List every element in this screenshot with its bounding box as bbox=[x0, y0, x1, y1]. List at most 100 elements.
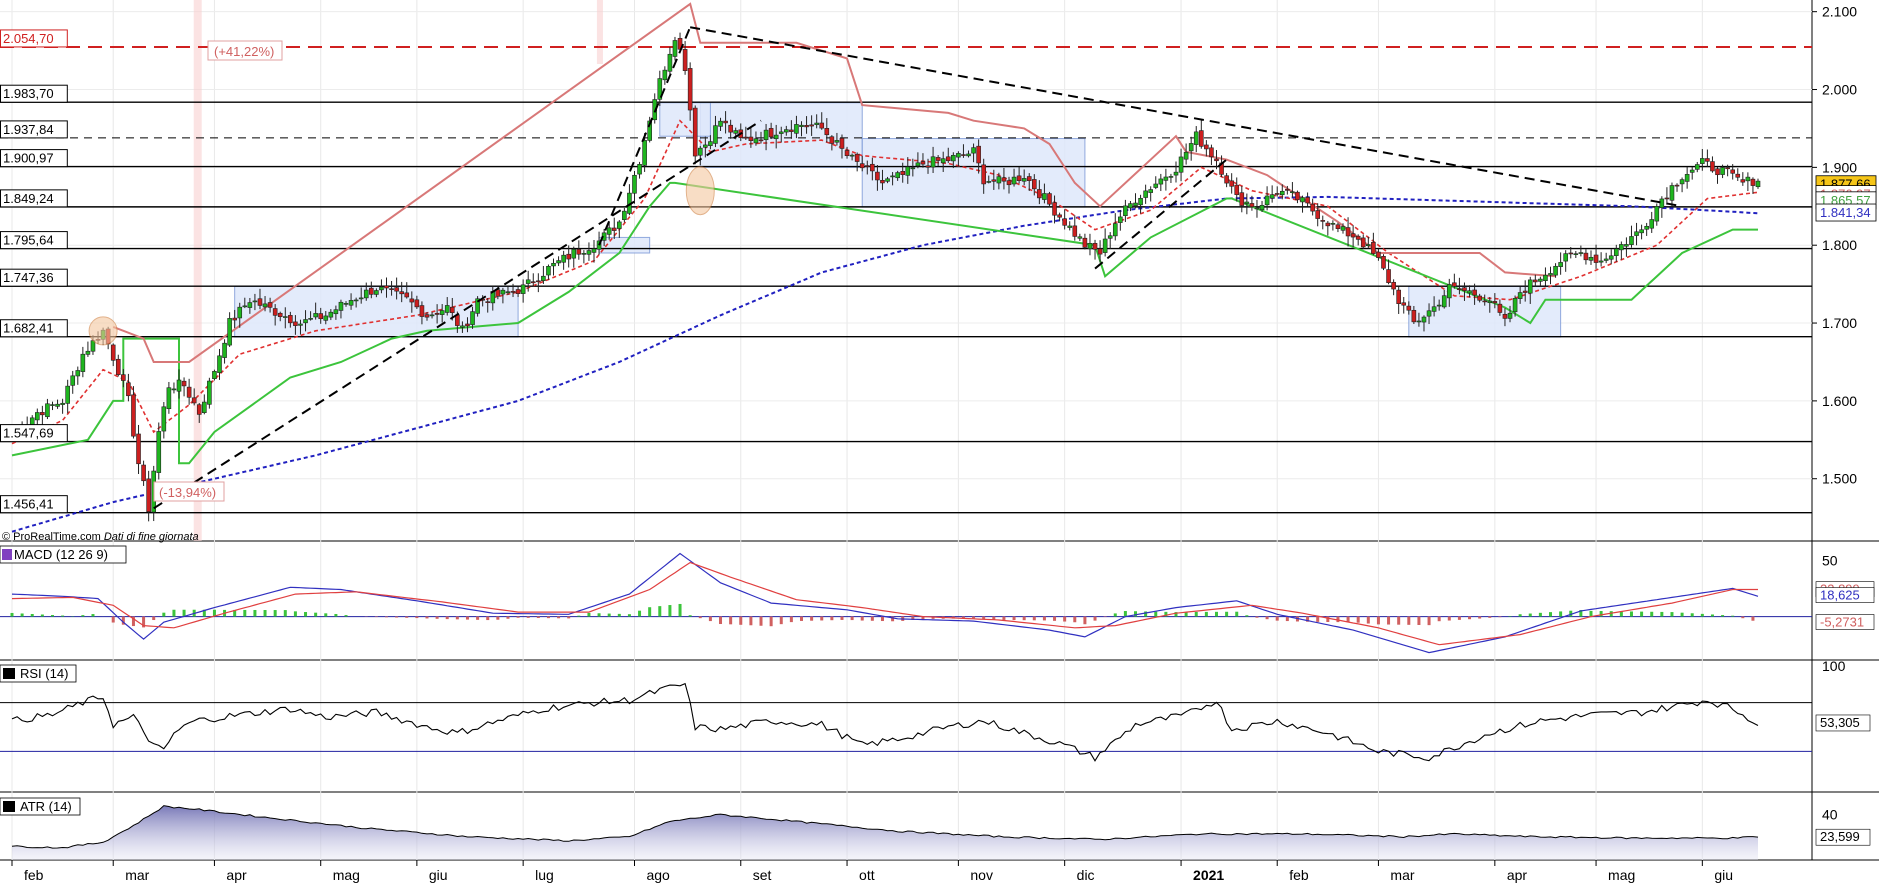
candle-body bbox=[1705, 158, 1710, 162]
macd-histogram-bar bbox=[617, 613, 621, 617]
macd-histogram-bar bbox=[1336, 616, 1340, 623]
candle-body bbox=[1168, 176, 1174, 178]
level-label-box bbox=[0, 231, 68, 250]
macd-histogram-bar bbox=[121, 616, 125, 625]
atr-line bbox=[11, 805, 1759, 849]
candle-body bbox=[1436, 304, 1442, 307]
macd-histogram-bar bbox=[1397, 616, 1401, 625]
macd-value-label: -5,2731 bbox=[1820, 615, 1864, 630]
atr-title-box bbox=[0, 797, 81, 816]
macd-histogram-bar bbox=[1417, 616, 1421, 625]
macd-histogram-bar bbox=[1660, 611, 1664, 617]
candle-body bbox=[1153, 183, 1159, 188]
month-label: feb bbox=[1289, 867, 1309, 883]
candle-body bbox=[875, 171, 880, 181]
candle-body bbox=[945, 156, 951, 162]
candle-body bbox=[1239, 192, 1245, 206]
candle-body bbox=[778, 131, 784, 134]
macd-histogram-bar bbox=[283, 610, 287, 617]
candle-body bbox=[1517, 292, 1523, 299]
time-axis: feb mar apr mag giu lug ago set ott nov dic 2021 feb… bbox=[11, 860, 1733, 883]
macd-histogram-bar bbox=[597, 613, 601, 617]
main-panel bbox=[0, 0, 1879, 861]
macd-line bbox=[11, 552, 1759, 654]
macd-histogram-bar bbox=[1549, 612, 1553, 617]
candle-body bbox=[1026, 176, 1032, 181]
candle-body bbox=[449, 306, 455, 313]
macd-histogram-bar bbox=[1710, 614, 1714, 617]
candle-body bbox=[804, 125, 809, 128]
candle-body bbox=[1720, 167, 1725, 175]
price-tag bbox=[1815, 203, 1877, 222]
candle-body bbox=[328, 311, 334, 318]
candle-body bbox=[353, 299, 359, 302]
candle-body bbox=[1386, 269, 1391, 283]
macd-histogram-bar bbox=[293, 611, 297, 617]
candle-body bbox=[1629, 236, 1634, 245]
month-label: mag bbox=[333, 867, 360, 883]
macd-histogram-bar bbox=[233, 609, 237, 617]
macd-histogram-bar bbox=[1437, 616, 1441, 622]
macd-histogram-bar bbox=[1518, 614, 1522, 617]
macd-histogram-bar bbox=[111, 616, 115, 623]
candle-body bbox=[358, 297, 364, 300]
candle-body bbox=[1467, 290, 1472, 294]
price-axis: 1.5001.6001.7001.8001.9002.0002.1001.877… bbox=[1812, 4, 1877, 487]
trendline-uptrend-long bbox=[153, 119, 762, 510]
macd-histogram-bar bbox=[658, 606, 662, 617]
candle-body bbox=[131, 394, 136, 437]
candle-body bbox=[1573, 253, 1579, 255]
candle-body bbox=[75, 370, 81, 377]
month-label: dic bbox=[1077, 867, 1095, 883]
candle-body bbox=[976, 145, 981, 164]
level-label: 1.747,36 bbox=[3, 270, 54, 285]
macd-histogram-bar bbox=[1721, 615, 1725, 617]
level-label-box bbox=[0, 189, 68, 208]
macd-histogram-bar bbox=[708, 616, 712, 622]
macd-histogram-bar bbox=[324, 613, 328, 617]
candle-body bbox=[374, 290, 379, 295]
candle-body bbox=[718, 120, 723, 127]
macd-histogram-bar bbox=[627, 614, 631, 617]
candle-body bbox=[1052, 202, 1057, 216]
macd-histogram-bar bbox=[1690, 613, 1694, 617]
candle-body bbox=[1335, 224, 1341, 229]
candle-body bbox=[672, 40, 678, 57]
candle-body bbox=[1249, 203, 1255, 208]
macd-histogram-bar bbox=[1478, 616, 1482, 619]
candle-body bbox=[961, 154, 966, 156]
candle-body bbox=[318, 313, 324, 320]
candle-body bbox=[141, 464, 146, 482]
candle-body bbox=[166, 387, 172, 410]
macd-histogram-bar bbox=[405, 616, 409, 618]
atr-area bbox=[12, 805, 1758, 860]
macd-histogram-bar bbox=[820, 616, 824, 621]
macd-histogram-bar bbox=[1741, 616, 1745, 619]
candle-body bbox=[1138, 197, 1143, 206]
macd-histogram-bar bbox=[1073, 616, 1077, 623]
macd-histogram-bar bbox=[870, 616, 874, 621]
macd-histogram-bar bbox=[81, 615, 85, 617]
macd-histogram-bar bbox=[50, 615, 54, 617]
candle-body bbox=[834, 140, 840, 143]
candle-body bbox=[763, 129, 769, 141]
candle-body bbox=[1730, 169, 1735, 174]
macd-tick-label: 50 bbox=[1822, 552, 1838, 568]
macd-histogram-bar bbox=[749, 616, 753, 626]
month-label: giu bbox=[1714, 867, 1733, 883]
atr-tick-label: 40 bbox=[1822, 807, 1838, 823]
candle-body bbox=[864, 165, 870, 167]
macd-histogram-bar bbox=[1538, 612, 1542, 617]
macd-histogram-bar bbox=[202, 609, 206, 617]
candle-body bbox=[713, 125, 718, 144]
candle-body bbox=[308, 318, 313, 320]
candle-body bbox=[1107, 235, 1113, 239]
candle-body bbox=[1285, 189, 1290, 191]
candle-body bbox=[1178, 156, 1184, 173]
candle-body bbox=[925, 165, 931, 168]
candle-body bbox=[1406, 305, 1412, 311]
macd-value-tag bbox=[1815, 587, 1875, 603]
macd-histogram-bar bbox=[638, 610, 642, 617]
candle-body bbox=[1381, 256, 1386, 269]
candle-body bbox=[951, 154, 956, 162]
